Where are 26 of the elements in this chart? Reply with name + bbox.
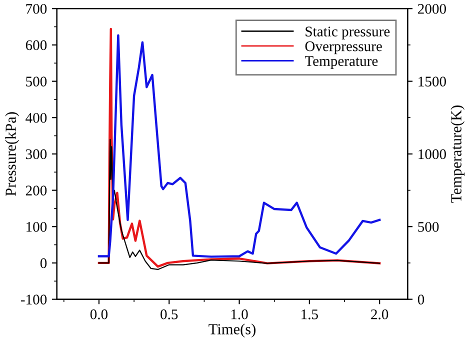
x-tick-label: 0.0 [90,309,108,320]
y-tick-label: -100 [20,294,47,304]
y-tick-label: 100 [26,222,47,232]
y2-tick-label: 2000 [418,4,446,14]
x-axis-title: Time(s) [208,324,256,338]
x-tick-label: 0.5 [160,309,178,320]
y-tick-label: 700 [26,4,47,14]
x-tick-label: 1.5 [302,309,318,320]
y-tick-label: 200 [26,186,47,196]
y2-tick-label: 1500 [418,76,446,86]
y-tick-label: 0 [40,258,47,268]
y2-tick-label: 0 [418,294,424,304]
y-tick-label: 400 [26,112,47,123]
x-tick-label: 1.0 [231,309,248,320]
legend-label: Static pressure [306,26,390,40]
y2-axis-title: Temperature(K) [450,106,465,203]
y-tick-label: 300 [26,149,47,160]
y-tick-label: 600 [26,40,47,50]
y2-tick-label: 500 [418,222,439,232]
y2-tick-label: 1000 [418,149,446,160]
x-tick-label: 2.0 [371,309,388,320]
legend-label: Temperature [304,56,378,69]
legend-label: Overpressure [305,41,382,54]
y-axis-title: Pressure(kPa) [5,112,20,196]
y-tick-label: 500 [26,76,47,86]
line-series [98,138,380,270]
